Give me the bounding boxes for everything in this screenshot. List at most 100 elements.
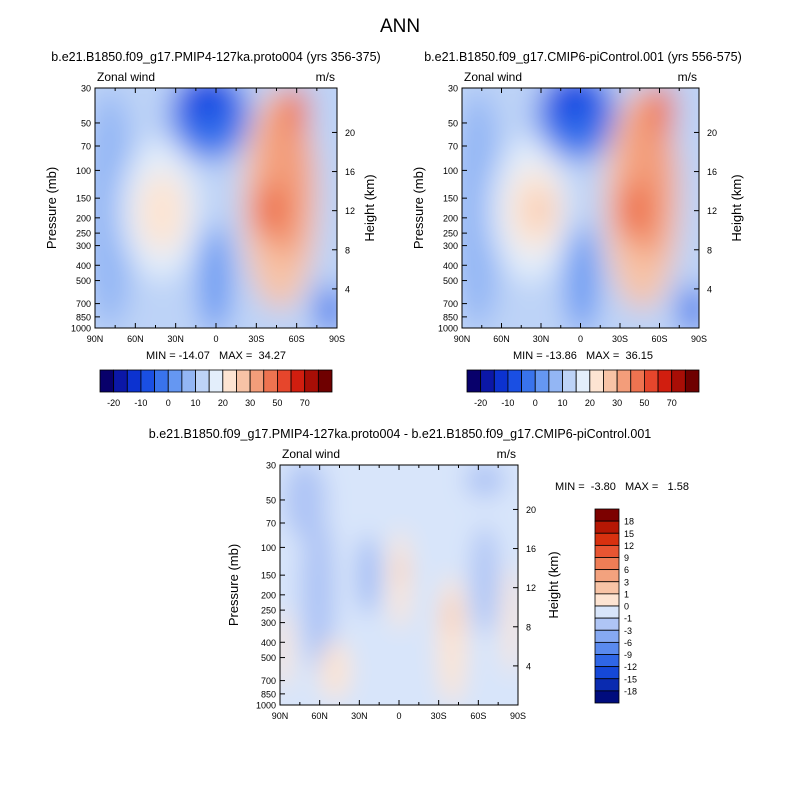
colorbar-swatch [249, 369, 265, 393]
colorbar-swatch [594, 605, 620, 619]
colorbar-swatch [507, 369, 522, 393]
y-tick-label: 70 [448, 141, 458, 151]
y-tick-label: 850 [261, 689, 276, 699]
figure-title: ANN [380, 16, 420, 37]
y-tick-label: 300 [76, 241, 91, 251]
colorbar-swatch [480, 369, 495, 393]
y2-tick-label: 16 [707, 167, 717, 177]
panel-3-colorbar: 18 15 12 9 6 3 1 0 -1 -3 -6 -9 -12 -15 -18 [594, 508, 637, 704]
y-tick-label: 850 [76, 312, 91, 322]
colorbar-swatch [575, 369, 591, 393]
colorbar-swatch [671, 369, 686, 393]
tropical-easterly-lower [199, 225, 231, 328]
colorbar-label: -10 [501, 398, 514, 408]
x-tick-label: 60N [311, 711, 328, 721]
colorbar-swatch [304, 369, 319, 393]
panel-2-field [462, 88, 699, 328]
y-tick-label: 400 [443, 261, 458, 271]
panel-3-ylabel: Pressure (mb) [226, 544, 241, 626]
x-tick-label: 90S [510, 711, 526, 721]
colorbar-label: 0 [533, 398, 538, 408]
x-tick-label: 60S [289, 334, 305, 344]
y2-tick-label: 16 [345, 167, 355, 177]
panel-3: b.e21.B1850.f09_g17.PMIP4-127ka.proto004… [149, 427, 689, 722]
panel-3-stats: MIN = -3.80 MAX = 1.58 [555, 481, 689, 493]
colorbar-label: -20 [474, 398, 487, 408]
y-tick-label: 30 [448, 84, 458, 94]
y-tick-label: 250 [76, 229, 91, 239]
y2-tick-label: 8 [526, 622, 531, 632]
y-tick-label: 700 [443, 299, 458, 309]
x-tick-label: 60N [493, 334, 510, 344]
colorbar-swatch [126, 369, 142, 393]
panel-2-right-label: m/s [678, 70, 697, 84]
sh-jet-core [252, 182, 288, 238]
y2-tick-label: 4 [345, 284, 350, 294]
panel-1-stats: MIN = -14.07 MAX = 34.27 [146, 350, 286, 362]
panel-1-y2label: Height (km) [362, 174, 377, 241]
colorbar-swatch [594, 557, 620, 571]
polar-easterly [316, 285, 337, 328]
tropical-easterly-core [177, 88, 233, 125]
panel-1-title: b.e21.B1850.f09_g17.PMIP4-127ka.proto004… [51, 50, 380, 64]
x-tick-label: 90S [691, 334, 707, 344]
colorbar-swatch [594, 520, 620, 534]
panel-1-left-label: Zonal wind [97, 70, 155, 84]
y2-tick-label: 16 [526, 544, 536, 554]
y2-tick-label: 20 [345, 128, 355, 138]
y2-tick-label: 12 [526, 583, 536, 593]
x-tick-label: 90S [329, 334, 345, 344]
colorbar-swatch [562, 369, 577, 393]
colorbar-swatch [167, 369, 183, 393]
x-tick-label: 60N [127, 334, 144, 344]
colorbar-label: 70 [300, 398, 310, 408]
y-tick-label: 400 [261, 638, 276, 648]
y-tick-label: 200 [443, 213, 458, 223]
y-tick-label: 100 [443, 166, 458, 176]
colorbar-label: 6 [624, 565, 629, 575]
colorbar-swatch [657, 369, 673, 393]
x-tick-label: 60S [470, 711, 486, 721]
x-tick-label: 30S [248, 334, 264, 344]
colorbar-label: 15 [624, 529, 634, 539]
y-tick-label: 250 [261, 606, 276, 616]
y2-tick-label: 8 [345, 245, 350, 255]
colorbar-swatch [99, 369, 115, 393]
panel-2-axes: 30 50 70 100 150 200 250 300 400 500 700 850 1000 20 1… [438, 84, 717, 345]
nh-negative-column [300, 510, 336, 670]
colorbar-swatch [594, 617, 620, 631]
y2-tick-label: 12 [345, 206, 355, 216]
sh-midlat-negative [471, 525, 499, 635]
colorbar-swatch [317, 369, 333, 393]
y2-tick-label: 4 [707, 284, 712, 294]
colorbar-swatch [594, 690, 620, 704]
panel-3-axes: 30 50 70 100 150 200 250 300 400 500 700 850 1000 20 1… [256, 461, 536, 722]
nh-weak-band [95, 90, 135, 328]
panel-3-title: b.e21.B1850.f09_g17.PMIP4-127ka.proto004… [149, 427, 651, 441]
colorbar-swatch [493, 369, 509, 393]
y-tick-label: 150 [261, 571, 276, 581]
x-tick-label: 30S [431, 711, 447, 721]
colorbar-swatch [113, 369, 128, 393]
colorbar-swatch [263, 369, 278, 393]
panel-2-title: b.e21.B1850.f09_g17.CMIP6-piControl.001 … [424, 50, 742, 64]
y-tick-label: 400 [76, 261, 91, 271]
x-tick-label: 30N [533, 334, 550, 344]
nh-weak-band [462, 90, 503, 328]
colorbar-swatch [594, 593, 620, 607]
y2-tick-label: 8 [707, 245, 712, 255]
equatorial-positive-core [395, 558, 405, 582]
colorbar-label: -15 [624, 674, 637, 684]
panel-1-axes: 30 50 70 100 150 200 250 300 400 500 700 850 1000 20 1… [71, 84, 355, 345]
y-tick-label: 500 [443, 276, 458, 286]
x-tick-label: 0 [396, 711, 401, 721]
y-tick-label: 50 [266, 495, 276, 505]
colorbar-label: 18 [624, 517, 634, 527]
y-tick-label: 200 [261, 590, 276, 600]
panel-2-ylabel: Pressure (mb) [411, 167, 426, 249]
x-tick-label: 0 [213, 334, 218, 344]
y-tick-label: 30 [266, 461, 276, 471]
colorbar-label: 70 [667, 398, 677, 408]
x-tick-label: 90N [272, 711, 289, 721]
colorbar-label: 30 [612, 398, 622, 408]
